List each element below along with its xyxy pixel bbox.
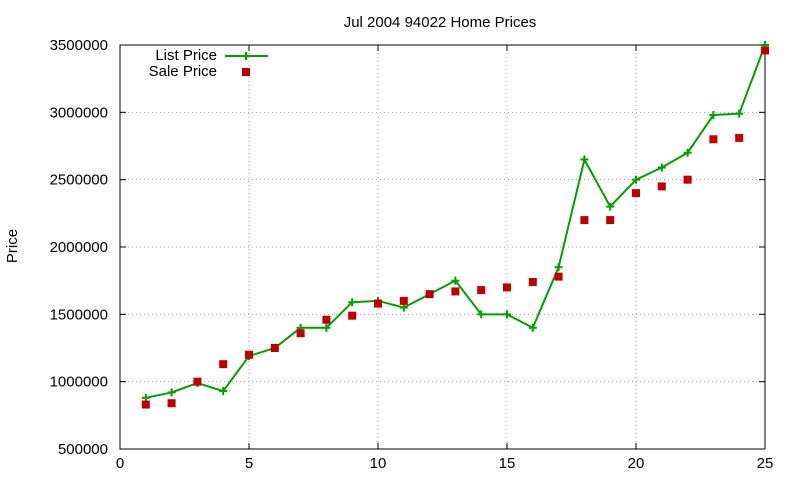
legend-marker-sale-price: [242, 68, 250, 76]
list-price-point: [606, 202, 615, 211]
x-tick-label: 10: [370, 455, 387, 472]
series-layer: [141, 41, 769, 409]
x-tick-label: 0: [116, 455, 124, 472]
legend-marker-list-price: [242, 52, 250, 60]
sale-price-point: [245, 350, 253, 359]
y-tick-label: 500000: [58, 441, 108, 458]
sale-price-point: [554, 272, 563, 281]
list-price-line: [145, 44, 766, 399]
list-price-point: [580, 155, 589, 164]
list-price-point: [709, 111, 718, 120]
sale-price-point: [374, 299, 382, 308]
sale-price-point: [580, 216, 589, 225]
x-tick-label: 20: [628, 455, 645, 472]
sale-price-point: [193, 377, 202, 386]
y-axis-label: Price: [4, 229, 21, 263]
sale-price-point: [425, 290, 434, 299]
list-price-point: [683, 148, 692, 157]
list-price-point: [399, 303, 408, 312]
y-tick-label: 3500000: [50, 37, 108, 54]
sale-price-point: [399, 296, 408, 305]
y-tick-label: 1000000: [50, 374, 108, 391]
sale-price-point: [657, 182, 666, 191]
legend: List Price Sale Price: [149, 47, 268, 80]
sale-price-point: [761, 46, 769, 55]
list-price-point: [477, 310, 486, 319]
list-price-point: [219, 387, 228, 396]
sale-price-point: [451, 287, 460, 296]
sale-price-point: [296, 329, 305, 338]
sale-price-point: [348, 311, 357, 320]
list-price-point: [528, 323, 537, 332]
sale-price-point: [503, 283, 511, 292]
sale-price-point: [219, 360, 228, 369]
sale-price-point: [477, 286, 486, 295]
list-price-point: [554, 263, 563, 272]
sale-price-point: [528, 278, 537, 287]
x-tick-label: 5: [245, 455, 253, 472]
sale-price-point: [167, 399, 176, 408]
sale-price-point: [606, 216, 615, 225]
grid-layer: [120, 45, 765, 449]
list-price-point: [657, 163, 666, 172]
legend-label-list-price: List Price: [155, 47, 217, 64]
sale-price-point: [322, 315, 331, 324]
y-tick-label: 2500000: [50, 172, 108, 189]
sale-price-point: [709, 135, 718, 144]
plot-frame: [119, 44, 766, 450]
list-price-point: [167, 388, 176, 397]
list-price-point: [451, 276, 460, 285]
list-price-point: [322, 323, 331, 332]
y-tick-label: 1500000: [50, 306, 108, 323]
list-price-point: [735, 109, 744, 118]
sale-price-point: [683, 175, 692, 184]
list-price-point: [348, 298, 357, 307]
chart-title: Jul 2004 94022 Home Prices: [344, 14, 537, 31]
tick-layer: 0 5 10 15 20 25 500000 1000000 1500000 2000000 250…: [50, 37, 774, 472]
list-price-point: [632, 175, 640, 184]
x-tick-label: 15: [499, 455, 516, 472]
x-tick-label: 25: [757, 455, 774, 472]
y-tick-label: 2000000: [50, 239, 108, 256]
y-tick-label: 3000000: [50, 104, 108, 121]
legend-label-sale-price: Sale Price: [149, 63, 217, 80]
sale-price-point: [632, 189, 640, 198]
sale-price-point: [141, 400, 150, 409]
list-price-point: [503, 310, 511, 319]
sale-price-point: [735, 133, 744, 142]
list-price-point: [141, 393, 150, 402]
sale-price-point: [270, 344, 279, 352]
